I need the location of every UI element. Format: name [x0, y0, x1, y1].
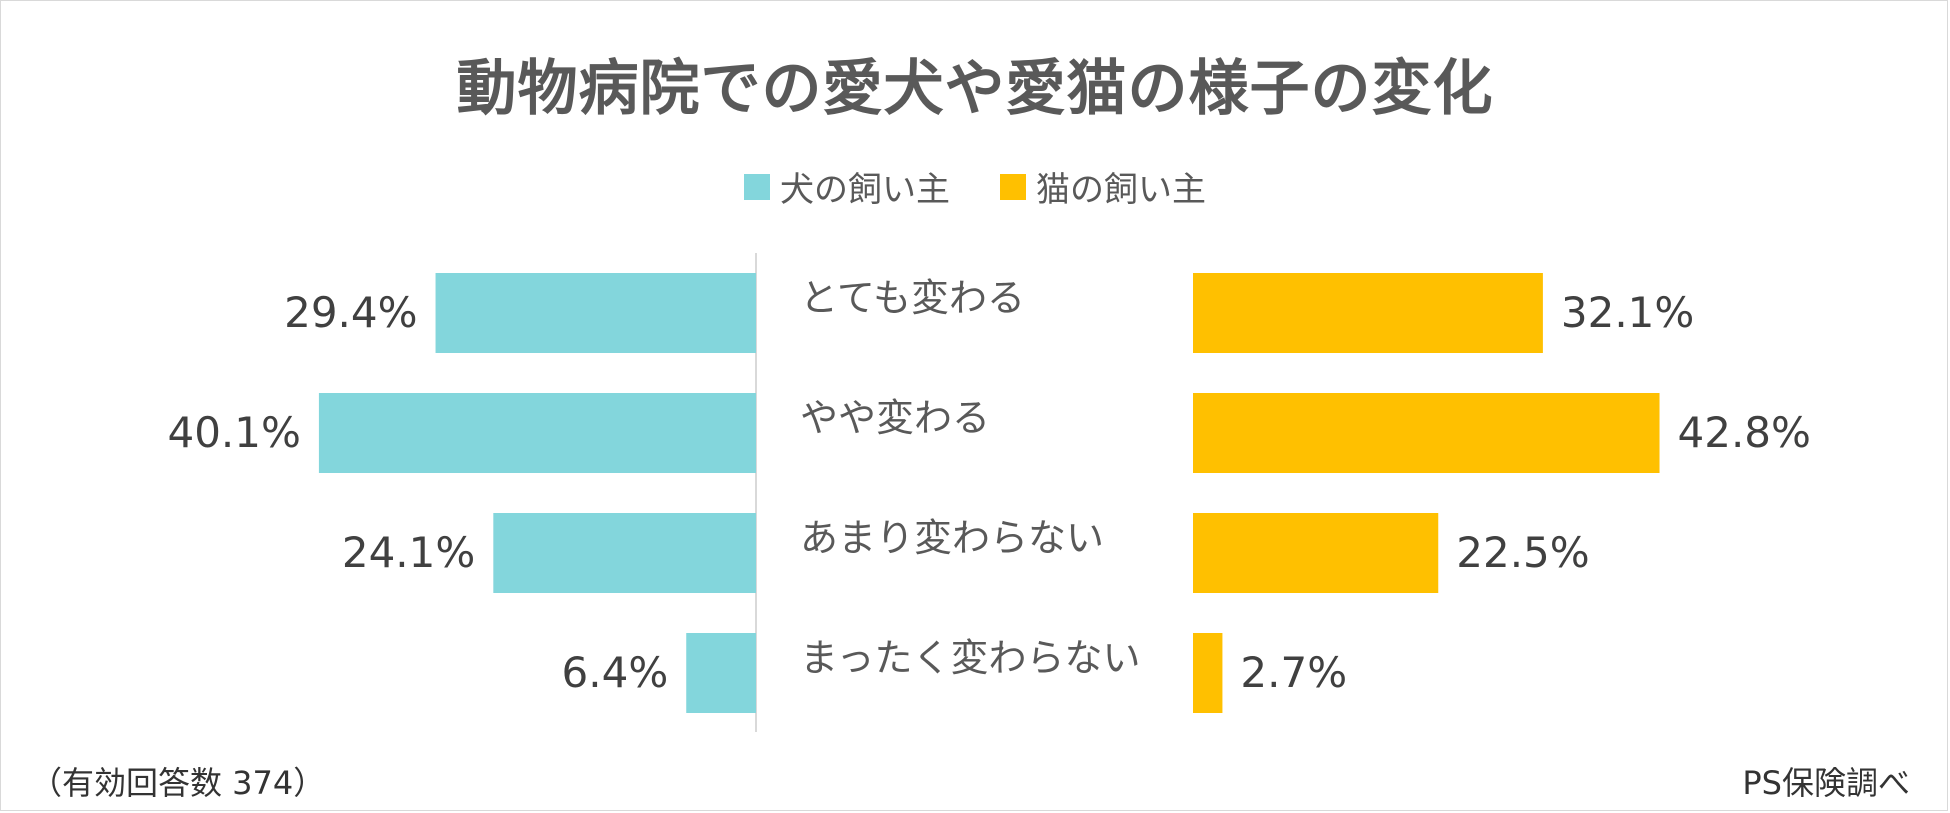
cat-bar	[1193, 513, 1439, 593]
dog-bar	[686, 633, 756, 713]
cat-value-label: 32.1%	[1561, 288, 1694, 337]
dog-value-label: 29.4%	[284, 288, 417, 337]
dog-bar	[318, 393, 756, 473]
cat-bar	[1193, 273, 1543, 353]
cat-value-label: 22.5%	[1456, 528, 1589, 577]
cat-value-label: 2.7%	[1240, 648, 1347, 697]
cat-bar	[1193, 393, 1660, 473]
legend-swatch-dog	[744, 173, 770, 200]
footnote: （有効回答数 374）	[30, 764, 326, 802]
chart-title: 動物病院での愛犬や愛猫の様子の変化	[456, 54, 1494, 124]
dog-bar	[493, 513, 756, 593]
category-label: まったく変わらない	[800, 636, 1140, 680]
legend-label-dog: 犬の飼い主	[780, 170, 950, 210]
dog-bar	[435, 273, 756, 353]
legend-swatch-cat	[1000, 173, 1026, 200]
legend-item-dog: 犬の飼い主	[744, 162, 950, 211]
legend: 犬の飼い主 猫の飼い主	[0, 162, 1950, 211]
cat-value-label: 42.8%	[1678, 408, 1811, 457]
category-label: あまり変わらない	[800, 516, 1104, 560]
category-label: とても変わる	[800, 276, 1025, 320]
category-label: やや変わる	[800, 396, 990, 440]
dog-value-label: 6.4%	[562, 648, 669, 697]
cat-bar	[1193, 633, 1223, 713]
dog-value-label: 40.1%	[167, 408, 300, 457]
legend-item-cat: 猫の飼い主	[1000, 162, 1206, 211]
dog-value-label: 24.1%	[342, 528, 475, 577]
legend-label-cat: 猫の飼い主	[1036, 170, 1206, 210]
source-credit: PS保険調べ	[1742, 764, 1910, 802]
